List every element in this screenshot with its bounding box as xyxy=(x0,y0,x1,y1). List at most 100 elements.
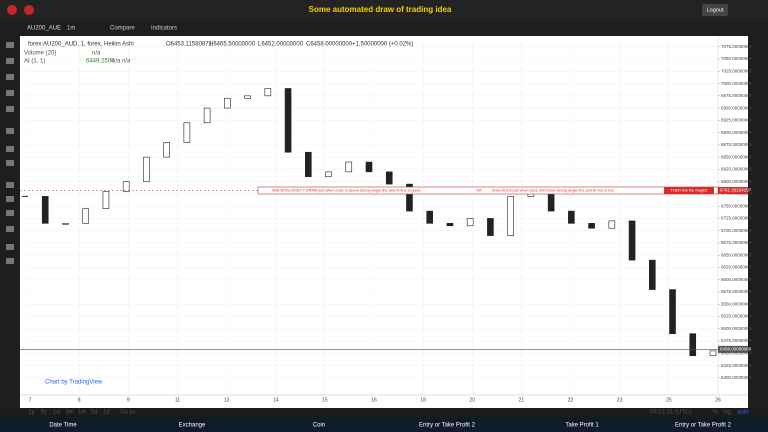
y-tick-label: 6425.00000000 xyxy=(721,363,753,368)
candle xyxy=(163,142,170,158)
candle xyxy=(628,220,636,261)
y-tick-label: 7075.00000000 xyxy=(721,44,753,49)
candle xyxy=(82,208,90,224)
price-label: 6781.95234297 xyxy=(720,188,752,193)
price-label-bg xyxy=(718,187,748,195)
candle xyxy=(669,289,676,334)
watermark[interactable]: Chart by TradingView xyxy=(45,380,103,386)
x-tick-label: 7 xyxy=(29,397,32,403)
candle xyxy=(224,97,231,109)
y-tick-label: 7025.00000000 xyxy=(721,68,753,73)
candle xyxy=(264,88,272,97)
candle xyxy=(608,220,616,229)
y-tick-label: 6825.00000000 xyxy=(721,167,753,172)
logout-label[interactable]: Logout xyxy=(707,7,724,13)
x-tick-label: 21 xyxy=(519,397,525,403)
annotation-cta-bg xyxy=(664,187,714,195)
icon[interactable] xyxy=(7,5,17,15)
x-tick-label: 11 xyxy=(175,397,180,403)
y-tick-label: 6725.00000000 xyxy=(721,216,753,221)
range-button[interactable]: 3m xyxy=(66,410,74,416)
ai-na: n/a n/a xyxy=(112,59,131,65)
candle xyxy=(41,196,49,224)
x-tick-label: 25 xyxy=(666,397,672,403)
candle xyxy=(588,223,595,229)
candle xyxy=(122,181,130,192)
range-button[interactable]: 1d xyxy=(53,410,60,416)
y-tick-label: 6625.00000000 xyxy=(721,265,753,270)
y-tick-label: 6750.00000000 xyxy=(721,203,753,208)
candle xyxy=(709,350,717,357)
candle xyxy=(102,191,110,209)
left-toolbar xyxy=(0,36,20,408)
logout-button[interactable] xyxy=(702,4,728,16)
annotation-cta: THEN line the magic!! xyxy=(671,189,708,193)
y-tick-label: 6900.00000000 xyxy=(721,130,753,135)
candle xyxy=(62,223,69,225)
candle xyxy=(547,191,555,212)
range-button[interactable]: 1d xyxy=(103,410,110,416)
footer-column: Date Time xyxy=(49,423,77,429)
log[interactable]: log xyxy=(723,410,731,416)
indicators[interactable]: Indicators xyxy=(151,26,177,32)
range-button[interactable]: 1m xyxy=(78,410,86,416)
y-tick-label: 6850.00000000 xyxy=(721,154,753,159)
symbol[interactable]: AU200_AUE xyxy=(27,26,61,32)
candle xyxy=(446,223,454,227)
footer-column: Exchange xyxy=(179,423,206,429)
y-tick-label: 6600.00000000 xyxy=(721,277,753,282)
range-button[interactable]: 5y xyxy=(41,410,47,416)
auto[interactable]: auto xyxy=(737,410,749,416)
price-label: 6458.00000000 xyxy=(720,347,752,352)
y-tick-label: 7050.00000000 xyxy=(721,56,753,61)
x-tick-label: 9 xyxy=(127,397,130,403)
candle xyxy=(203,107,211,124)
ai-label: AI (1, 1) xyxy=(24,59,45,65)
legend-symbol: forex:AU200_AUD, 1, forex, Heikin Ashi xyxy=(28,42,134,48)
annotation-text: Wait till the END!! 7 DRAW just when pri… xyxy=(272,189,421,193)
header xyxy=(0,0,768,20)
x-tick-label: 26 xyxy=(715,397,721,403)
candle xyxy=(143,156,150,182)
y-tick-label: 6800.00000000 xyxy=(721,179,753,184)
icon[interactable] xyxy=(24,5,34,15)
y-tick-label: 6575.00000000 xyxy=(721,289,753,294)
x-tick-label: 20 xyxy=(470,397,476,403)
legend-close: C6458.00000000 xyxy=(306,42,353,48)
candle xyxy=(568,210,575,224)
y-tick-label: 6950.00000000 xyxy=(721,105,753,110)
y-tick-label: 6925.00000000 xyxy=(721,118,753,123)
goto[interactable]: Go to... xyxy=(120,410,140,416)
y-tick-label: 6475.00000000 xyxy=(721,338,753,343)
tool-icons xyxy=(6,42,14,264)
annotation-text: draw shorts just when price still below … xyxy=(492,189,614,193)
interval[interactable]: 1m xyxy=(67,26,75,32)
annotation-box xyxy=(257,186,719,195)
annotation-or: OR xyxy=(476,189,482,193)
chart-area xyxy=(20,36,748,408)
legend-change: +1.50000000 (+0.02%) xyxy=(352,42,413,48)
y-tick-label: 7000.00000000 xyxy=(721,81,753,86)
legend-high: H6465.50000000 xyxy=(209,42,256,48)
time: 09:21:31 (UTC) xyxy=(650,410,691,416)
x-tick-label: 18 xyxy=(420,397,426,403)
x-tick-label: 13 xyxy=(224,397,230,403)
range-button[interactable]: 5d xyxy=(91,410,98,416)
x-tick-label: 16 xyxy=(371,397,377,403)
toolbar xyxy=(0,20,768,36)
range-button[interactable]: 1y xyxy=(28,410,34,416)
y-tick-label: 6500.00000000 xyxy=(721,326,753,331)
percent[interactable]: % xyxy=(713,410,719,416)
title: Some automated draw of trading idea xyxy=(309,5,452,14)
ai-value: 6449.2500 xyxy=(86,59,115,65)
compare[interactable]: Compare xyxy=(110,26,135,32)
candle xyxy=(325,171,332,178)
footer-column: Take Profit 1 xyxy=(565,423,599,429)
candle xyxy=(244,95,251,99)
candle xyxy=(648,259,656,290)
x-tick-label: 22 xyxy=(568,397,574,403)
x-tick-label: 23 xyxy=(617,397,623,403)
candle xyxy=(365,161,373,173)
footer-column: Entry or Take Profit 2 xyxy=(675,423,732,429)
legend-open: O6453.11580871 xyxy=(166,42,213,48)
